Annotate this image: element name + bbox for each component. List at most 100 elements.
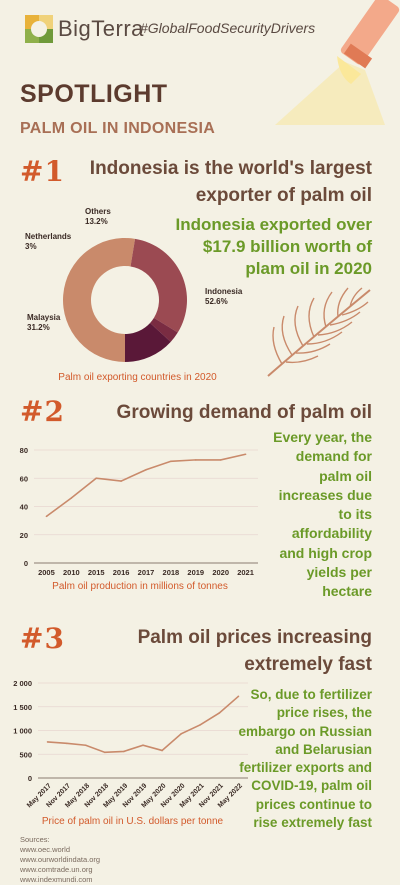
- y-tick-label: 500: [19, 750, 32, 759]
- data-point: [161, 749, 163, 752]
- section3-callout: So, due to fertilizer price rises, the emb…: [222, 686, 372, 832]
- pie-value-label: 31.2%: [27, 323, 50, 332]
- x-tick-label: 2018: [163, 568, 180, 577]
- section3-callout-line: fertilizer exports and: [239, 760, 372, 776]
- section1-heading: Indonesia is the world's largest exporte…: [82, 155, 372, 209]
- pie-slice-indonesia: [62, 237, 136, 362]
- section2-number: #2: [20, 395, 65, 428]
- x-tick-label: 2017: [138, 568, 155, 577]
- section2-callout-line: hectare: [322, 583, 372, 600]
- pie-label: Malaysia: [27, 313, 61, 322]
- section2-callout-line: increases due: [278, 486, 372, 503]
- section3-heading: Palm oil prices increasing extremely fas…: [92, 624, 372, 678]
- data-point: [199, 724, 202, 726]
- data-point: [46, 741, 49, 743]
- y-tick-label: 40: [20, 503, 28, 512]
- section3-callout-line: embargo on Russian: [238, 723, 372, 739]
- y-tick-label: 80: [20, 446, 28, 455]
- pie-slice-malaysia: [130, 238, 187, 333]
- data-point: [194, 459, 197, 461]
- y-tick-label: 20: [20, 531, 28, 540]
- data-point: [95, 477, 98, 480]
- data-point: [244, 453, 247, 456]
- data-point: [45, 515, 48, 518]
- section3-heading-line2: extremely fast: [244, 654, 372, 675]
- section2-callout-line: yields per: [306, 564, 372, 581]
- section2-callout-line: to its: [338, 506, 372, 523]
- price-chart-title: Price of palm oil in U.S. dollars per to…: [41, 816, 224, 827]
- hashtag: #GlobalFoodSecurityDrivers: [140, 20, 316, 36]
- data-point: [104, 751, 106, 754]
- source-item[interactable]: www.oec.world: [20, 845, 71, 854]
- pie-label: Others: [85, 207, 111, 216]
- pie-value-label: 13.2%: [85, 217, 108, 226]
- page-title: SPOTLIGHT: [20, 80, 168, 108]
- section2-callout-line: demand for: [295, 448, 372, 465]
- data-point: [170, 460, 172, 463]
- section3-callout-line: prices continue to: [255, 796, 372, 812]
- palm-leaf-icon: [267, 287, 371, 377]
- section3-callout-line: COVID-19, palm oil: [251, 778, 372, 794]
- data-point: [65, 742, 68, 745]
- series-line: [45, 453, 246, 518]
- section2-callout-line: and high crop: [279, 544, 372, 561]
- source-item[interactable]: www.indexmundi.com: [20, 875, 93, 884]
- x-tick-label: 2021: [237, 568, 254, 577]
- section1-heading-line2: exporter of palm oil: [195, 185, 372, 206]
- section1-heading-line1: Indonesia is the world's largest: [89, 158, 372, 179]
- pie-label: Netherlands: [25, 232, 72, 241]
- y-tick-label: 1 000: [13, 727, 32, 736]
- data-point: [237, 695, 240, 698]
- section1-callout-line3: plam oil in 2020: [245, 259, 372, 278]
- pie-slice-netherlands: [150, 317, 178, 342]
- section3-callout-line: price rises, the: [276, 705, 372, 721]
- pie-value-label: 3%: [25, 242, 37, 251]
- data-point: [70, 497, 73, 499]
- pie-label: Indonesia: [205, 287, 243, 296]
- x-tick-label: 2019: [187, 568, 204, 577]
- section3-callout-line: rise extremely fast: [253, 815, 372, 831]
- production-line-chart: 0 20 40 60 80 2005 2010 2015 2016 2017 2018 2019 202…: [20, 446, 258, 577]
- source-item[interactable]: www.ourworldindata.org: [20, 855, 101, 864]
- y-tick-label: 0: [24, 559, 28, 568]
- y-tick-label: 0: [28, 774, 32, 783]
- section1-number: #1: [20, 155, 65, 188]
- section1-callout: Indonesia exported over $17.9 billion wo…: [142, 214, 373, 280]
- production-chart-title: Palm oil production in millions of tonne…: [52, 581, 228, 592]
- x-tick-label: 2005: [38, 568, 55, 577]
- data-point: [120, 480, 122, 482]
- page-subtitle: PALM OIL IN INDONESIA: [20, 120, 216, 137]
- spotlight-lamp-icon: [275, 0, 400, 125]
- data-point: [145, 468, 147, 471]
- x-tick-label: 2016: [113, 568, 130, 577]
- data-point: [218, 712, 221, 714]
- data-point: [180, 733, 182, 735]
- x-tick-label: 2020: [212, 568, 229, 577]
- y-tick-label: 2 000: [13, 679, 32, 688]
- section3-callout-line: So, due to fertilizer: [250, 687, 372, 702]
- section2-callout-line: affordability: [291, 525, 372, 542]
- section3-heading-line1: Palm oil prices increasing: [137, 627, 372, 648]
- data-point: [123, 750, 125, 753]
- section3-number: #3: [20, 622, 65, 655]
- bigterra-logo-icon: [25, 15, 53, 43]
- pie-chart-title: Palm oil exporting countries in 2020: [58, 372, 217, 383]
- sources-label: Sources:: [20, 835, 50, 844]
- y-tick-label: 1 500: [13, 703, 32, 712]
- data-point: [219, 459, 222, 461]
- section3-callout-line: and Belarusian: [275, 741, 372, 757]
- brand-name: BigTerra: [58, 16, 144, 41]
- data-point: [142, 744, 144, 747]
- pie-slice-others: [125, 322, 171, 362]
- x-tick-label: 2010: [63, 568, 80, 577]
- section2-callout-line: palm oil: [319, 467, 372, 484]
- sources: Sources: www.oec.world www.ourworldindat…: [20, 835, 100, 885]
- section1-callout-line2: $17.9 billion worth of: [202, 237, 372, 256]
- section1-callout-line1: Indonesia exported over: [175, 215, 373, 234]
- section2-callout: Every year, the demand for palm oil increas…: [252, 428, 372, 602]
- source-item[interactable]: www.comtrade.un.org: [20, 865, 93, 874]
- pie-value-label: 52.6%: [205, 297, 228, 306]
- series-line: [47, 695, 239, 754]
